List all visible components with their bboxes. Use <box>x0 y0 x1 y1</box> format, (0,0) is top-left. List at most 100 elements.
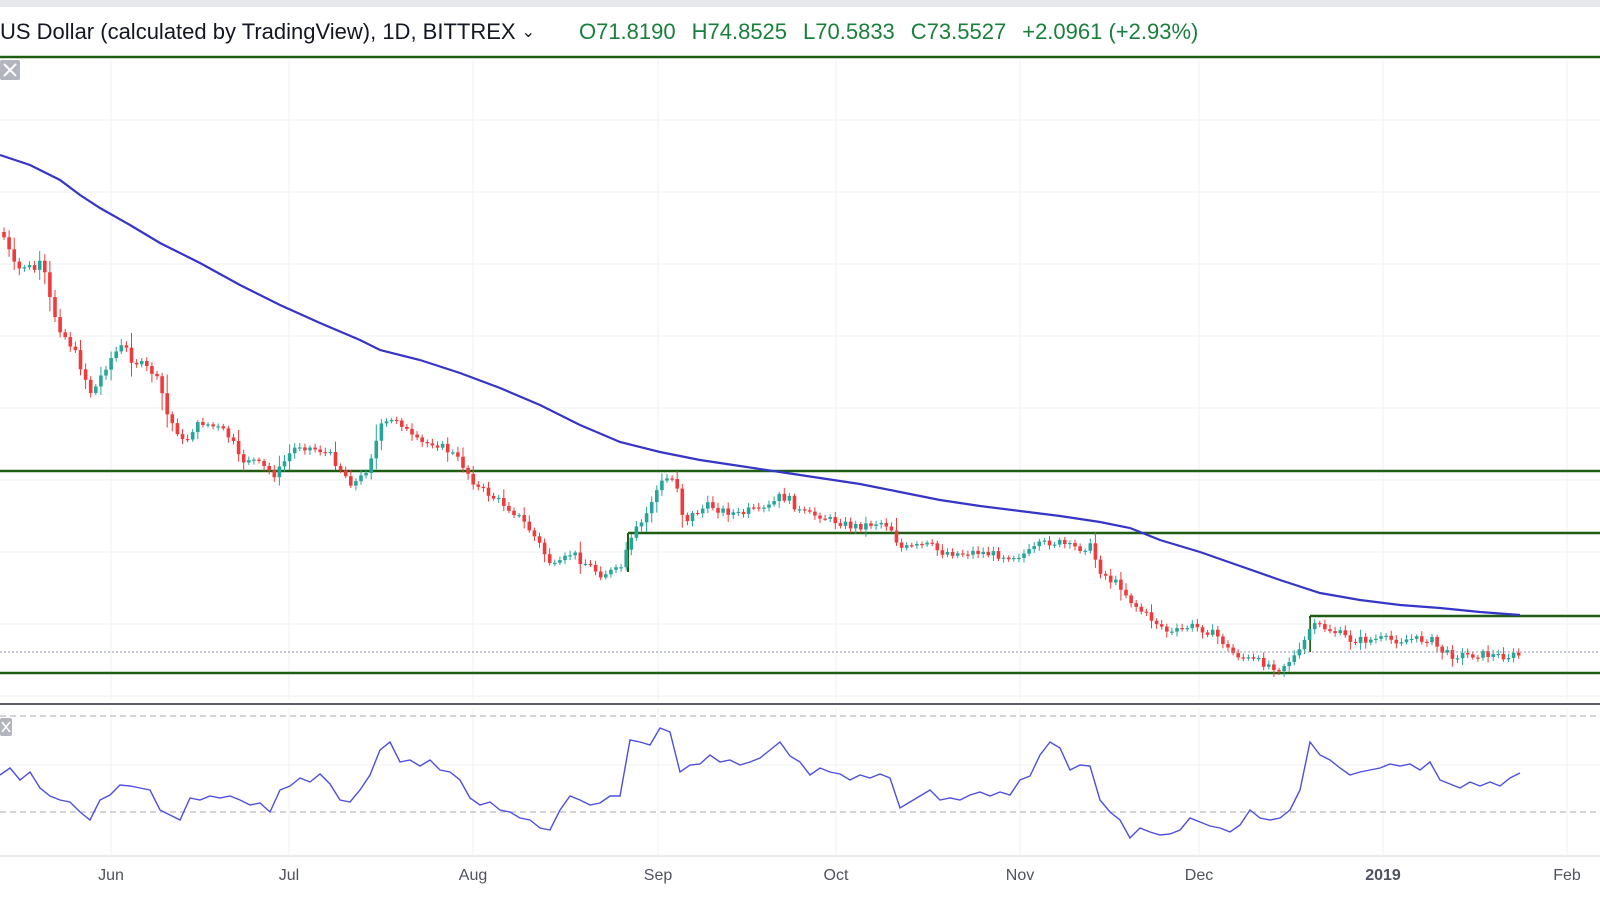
candle <box>262 458 266 471</box>
candle <box>145 357 149 372</box>
candle <box>910 542 914 548</box>
candle <box>787 493 792 504</box>
candle <box>1012 555 1016 562</box>
oscillator-close-icon[interactable] <box>0 718 12 736</box>
candle <box>1409 634 1414 644</box>
candle <box>7 230 11 257</box>
x-tick-label: 2019 <box>1365 867 1401 884</box>
candle <box>1114 575 1118 586</box>
candle <box>1282 663 1286 677</box>
candle <box>1267 660 1271 670</box>
candle <box>751 504 756 511</box>
candle <box>201 417 205 428</box>
candle <box>109 351 113 381</box>
candle <box>12 237 16 271</box>
x-tick-label: Jun <box>98 867 124 884</box>
candle <box>874 520 878 531</box>
candle <box>670 475 674 482</box>
candle <box>1241 653 1246 662</box>
candle <box>945 548 950 558</box>
candle <box>292 443 297 459</box>
close-value: C73.5527 <box>910 19 1007 44</box>
candle <box>690 510 695 527</box>
candle <box>1425 639 1429 647</box>
candle <box>139 358 144 368</box>
candle <box>236 429 241 462</box>
candle <box>150 362 154 383</box>
candle <box>78 340 83 376</box>
candle <box>1312 618 1317 634</box>
candle <box>476 480 481 491</box>
candle <box>68 332 73 352</box>
candle <box>1032 541 1036 553</box>
candle <box>1052 541 1057 549</box>
candle <box>767 500 771 512</box>
candle <box>517 512 521 519</box>
candle <box>303 443 307 455</box>
candle <box>119 339 124 355</box>
candle <box>961 549 965 558</box>
candle <box>99 366 103 395</box>
candle <box>629 534 634 556</box>
candle <box>1022 549 1026 563</box>
candle <box>211 422 215 430</box>
candle <box>165 374 169 428</box>
candle <box>1261 652 1266 671</box>
candle <box>451 449 455 456</box>
candle <box>313 443 317 453</box>
candle <box>828 514 832 523</box>
candle <box>1414 634 1419 643</box>
candle <box>512 507 516 519</box>
candle <box>1180 623 1184 632</box>
candle <box>1307 618 1312 652</box>
candle <box>547 548 552 566</box>
candle <box>746 502 751 519</box>
chevron-down-icon[interactable]: ⌄ <box>521 24 535 41</box>
low-value: L70.5833 <box>803 19 895 44</box>
candle <box>328 448 333 456</box>
candle <box>716 502 720 519</box>
candle <box>889 522 894 533</box>
candle <box>1440 644 1444 660</box>
candle <box>1394 635 1399 649</box>
candle <box>1491 649 1495 661</box>
candle <box>802 506 807 514</box>
legend-header: US Dollar (calculated by TradingView), 1… <box>0 10 1600 54</box>
x-tick-label: Jul <box>279 867 299 884</box>
candle <box>507 501 511 514</box>
candle <box>1083 548 1087 556</box>
candle <box>1389 630 1393 644</box>
candle <box>1353 638 1358 646</box>
candle <box>1516 648 1521 659</box>
candle <box>736 507 741 516</box>
symbol-title[interactable]: US Dollar (calculated by TradingView), 1… <box>0 19 516 44</box>
candle <box>359 469 363 485</box>
candle <box>364 469 368 479</box>
candle <box>1149 604 1154 629</box>
candle <box>1486 645 1490 663</box>
support-resistance-lines[interactable] <box>0 55 1600 675</box>
candle <box>986 546 991 558</box>
candle <box>83 363 88 389</box>
candle <box>155 370 159 380</box>
candle <box>1103 570 1108 580</box>
pane-close-icon[interactable] <box>0 60 20 80</box>
candle <box>1277 667 1281 675</box>
candle <box>757 502 761 512</box>
candle <box>349 469 353 488</box>
candle <box>685 512 690 526</box>
candle <box>1287 657 1291 672</box>
candle <box>772 496 776 507</box>
candle <box>1200 625 1205 639</box>
candle <box>619 563 623 572</box>
candle <box>196 419 200 439</box>
candle <box>1185 625 1189 632</box>
candle <box>583 559 588 567</box>
candle <box>639 519 644 532</box>
candle <box>660 473 664 496</box>
candle <box>925 540 929 547</box>
candle <box>190 428 195 442</box>
candle <box>1144 608 1149 616</box>
